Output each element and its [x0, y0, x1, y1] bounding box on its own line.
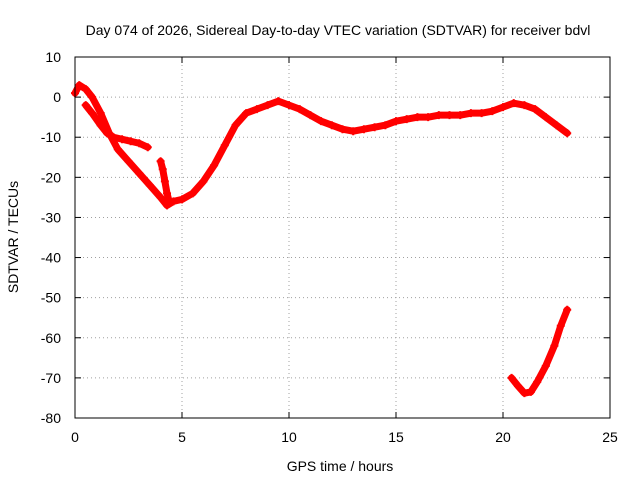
- x-tick-label: 10: [281, 429, 297, 445]
- data-point: [242, 109, 251, 118]
- y-tick-label: -30: [41, 209, 61, 225]
- data-point: [402, 115, 411, 124]
- data-point: [109, 133, 118, 142]
- data-point: [274, 97, 283, 106]
- data-point: [520, 101, 529, 110]
- data-point: [541, 113, 550, 122]
- data-point: [317, 117, 326, 126]
- data-point: [143, 143, 152, 152]
- data-point: [550, 341, 559, 350]
- data-point: [349, 127, 358, 136]
- series-line: [508, 306, 571, 397]
- data-point: [75, 81, 84, 90]
- x-tick-label: 25: [602, 429, 618, 445]
- data-point: [188, 189, 197, 198]
- data-point: [156, 193, 165, 202]
- y-tick-label: 0: [53, 89, 61, 105]
- data-point: [88, 93, 97, 102]
- data-point: [220, 141, 229, 150]
- data-point: [477, 109, 486, 118]
- data-point: [381, 121, 390, 130]
- data-point: [158, 165, 167, 174]
- grid-lines: [75, 57, 610, 418]
- data-point: [445, 111, 454, 120]
- data-point: [526, 387, 535, 396]
- data-point: [231, 121, 240, 130]
- data-point: [135, 139, 144, 148]
- axis-ticks: 0 5 10 15 20 25 10 0 -10 -20 -30 -40 -50 -60 -70 -80: [41, 49, 618, 445]
- data-point: [507, 373, 516, 382]
- data-point: [88, 109, 97, 118]
- y-tick-label: -80: [41, 410, 61, 426]
- data-point: [370, 123, 379, 132]
- data-point: [541, 361, 550, 370]
- data-point: [103, 129, 112, 138]
- data-point: [413, 113, 422, 122]
- data-point: [306, 111, 315, 120]
- series-2: [81, 101, 152, 152]
- series-3: [156, 157, 174, 206]
- plot-frame: [74, 56, 611, 419]
- y-axis-label: SDTVAR / TECUs: [5, 181, 21, 293]
- series-4: [507, 305, 572, 398]
- data-point: [135, 169, 144, 178]
- data-point: [509, 99, 518, 108]
- data-point: [178, 195, 186, 204]
- x-tick-label: 15: [388, 429, 404, 445]
- data-point: [563, 305, 572, 314]
- data-point: [488, 107, 497, 116]
- data-point: [156, 157, 165, 166]
- series-1: [71, 81, 572, 210]
- data-series: [71, 81, 572, 398]
- data-point: [295, 105, 304, 114]
- data-point: [466, 109, 475, 118]
- data-point: [456, 111, 465, 120]
- y-tick-label: -40: [41, 250, 61, 266]
- data-point: [252, 105, 261, 114]
- data-point: [392, 117, 400, 126]
- data-point: [434, 111, 443, 120]
- y-tick-label: -20: [41, 169, 61, 185]
- data-point: [124, 157, 133, 166]
- data-point: [520, 389, 529, 398]
- data-point: [533, 377, 542, 386]
- data-point: [327, 121, 336, 130]
- data-point: [285, 101, 293, 110]
- x-tick-label: 5: [178, 429, 186, 445]
- y-tick-label: 10: [45, 49, 61, 65]
- data-point: [563, 129, 572, 138]
- y-tick-label: -10: [41, 129, 61, 145]
- data-point: [118, 135, 127, 144]
- data-point: [165, 197, 174, 206]
- data-point: [263, 101, 272, 110]
- data-point: [499, 103, 507, 112]
- chart-title: Day 074 of 2026, Sidereal Day-to-day VTE…: [86, 22, 591, 38]
- data-point: [513, 381, 522, 390]
- x-axis-label: GPS time / hours: [287, 458, 394, 474]
- x-tick-label: 0: [71, 429, 79, 445]
- data-point: [81, 85, 90, 94]
- data-point: [126, 137, 135, 146]
- data-point: [145, 181, 154, 190]
- data-point: [113, 145, 122, 154]
- data-point: [556, 321, 565, 330]
- data-point: [96, 109, 105, 118]
- data-point: [96, 121, 105, 130]
- x-tick-label: 20: [495, 429, 511, 445]
- data-point: [163, 189, 172, 198]
- data-point: [160, 177, 169, 186]
- y-tick-label: -70: [41, 370, 61, 386]
- data-point: [424, 113, 433, 122]
- data-point: [359, 125, 368, 134]
- data-point: [199, 177, 208, 186]
- data-point: [210, 161, 219, 170]
- data-point: [531, 105, 540, 114]
- data-point: [338, 125, 347, 134]
- y-tick-label: -50: [41, 290, 61, 306]
- data-point: [552, 121, 561, 130]
- y-tick-label: -60: [41, 330, 61, 346]
- data-point: [81, 101, 90, 110]
